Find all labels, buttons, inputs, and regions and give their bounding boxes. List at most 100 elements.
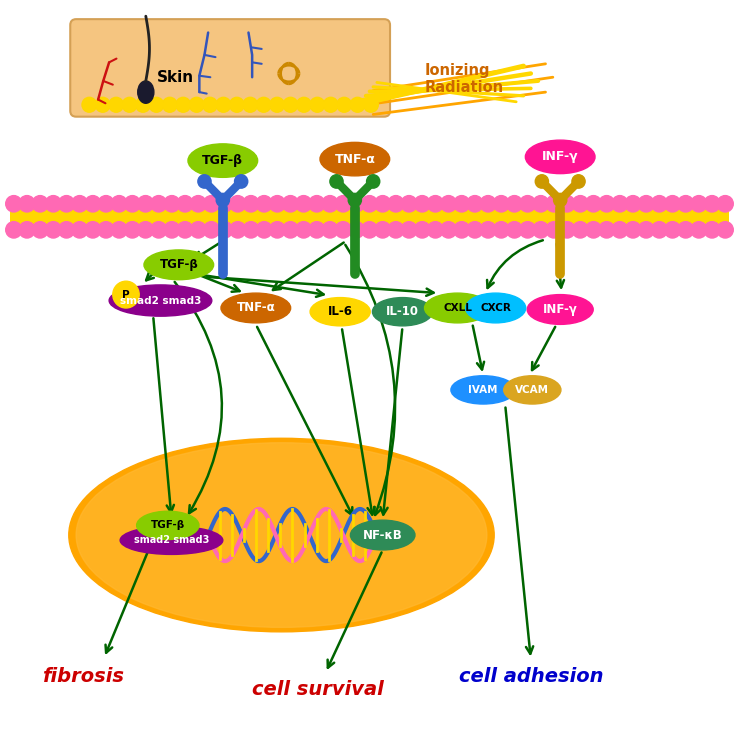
Circle shape	[691, 222, 707, 238]
Circle shape	[6, 196, 22, 212]
Circle shape	[217, 194, 229, 207]
Circle shape	[72, 196, 88, 212]
Circle shape	[454, 196, 470, 212]
Circle shape	[388, 196, 404, 212]
Circle shape	[717, 196, 733, 212]
Circle shape	[546, 222, 562, 238]
Circle shape	[364, 98, 378, 112]
Circle shape	[704, 222, 720, 238]
Circle shape	[546, 196, 562, 212]
Circle shape	[109, 98, 123, 112]
Circle shape	[401, 196, 417, 212]
Circle shape	[335, 222, 351, 238]
Circle shape	[572, 196, 588, 212]
Circle shape	[203, 222, 219, 238]
Circle shape	[361, 196, 378, 212]
Circle shape	[151, 222, 167, 238]
Text: VCAM: VCAM	[515, 385, 549, 395]
Circle shape	[520, 222, 536, 238]
Text: TGF-β: TGF-β	[151, 520, 185, 530]
Circle shape	[678, 196, 694, 212]
Text: smad2 smad3: smad2 smad3	[120, 296, 201, 305]
Circle shape	[361, 222, 378, 238]
Circle shape	[348, 194, 361, 207]
Circle shape	[19, 196, 35, 212]
Circle shape	[427, 222, 443, 238]
Circle shape	[454, 222, 470, 238]
Circle shape	[704, 196, 720, 212]
Circle shape	[533, 222, 549, 238]
Circle shape	[282, 196, 299, 212]
Circle shape	[190, 196, 206, 212]
Circle shape	[98, 196, 114, 212]
Text: cell adhesion: cell adhesion	[459, 667, 603, 686]
Circle shape	[82, 98, 97, 112]
Circle shape	[559, 196, 575, 212]
Circle shape	[176, 98, 191, 112]
Circle shape	[664, 222, 681, 238]
Circle shape	[230, 98, 244, 112]
Ellipse shape	[144, 250, 214, 280]
Circle shape	[230, 222, 246, 238]
Circle shape	[554, 194, 567, 207]
Circle shape	[375, 222, 391, 238]
Circle shape	[440, 196, 457, 212]
Circle shape	[151, 196, 167, 212]
Ellipse shape	[424, 293, 491, 323]
Ellipse shape	[372, 298, 432, 326]
Circle shape	[678, 222, 694, 238]
Circle shape	[58, 196, 75, 212]
Circle shape	[520, 196, 536, 212]
Circle shape	[535, 175, 548, 188]
Ellipse shape	[120, 526, 223, 554]
Circle shape	[122, 98, 137, 112]
Circle shape	[322, 222, 338, 238]
FancyBboxPatch shape	[10, 204, 729, 230]
Ellipse shape	[451, 376, 516, 404]
Circle shape	[137, 196, 154, 212]
Circle shape	[45, 222, 61, 238]
Text: TGF-β: TGF-β	[160, 258, 198, 272]
Text: CXLL: CXLL	[443, 303, 472, 313]
Circle shape	[414, 222, 430, 238]
Circle shape	[427, 196, 443, 212]
Text: IL-10: IL-10	[386, 305, 419, 318]
Ellipse shape	[466, 293, 525, 323]
Circle shape	[282, 222, 299, 238]
Circle shape	[388, 222, 404, 238]
Text: Skin: Skin	[157, 70, 194, 85]
Circle shape	[401, 222, 417, 238]
Ellipse shape	[188, 144, 258, 177]
Circle shape	[625, 196, 641, 212]
Circle shape	[337, 98, 352, 112]
Circle shape	[256, 222, 272, 238]
Text: IVAM: IVAM	[469, 385, 498, 395]
Circle shape	[243, 98, 258, 112]
Circle shape	[367, 175, 380, 188]
FancyBboxPatch shape	[70, 20, 390, 117]
Circle shape	[113, 281, 139, 308]
Circle shape	[95, 98, 110, 112]
Circle shape	[309, 196, 325, 212]
Text: TNF-α: TNF-α	[334, 152, 375, 166]
Circle shape	[375, 196, 391, 212]
Circle shape	[243, 222, 259, 238]
Circle shape	[217, 222, 233, 238]
Text: fibrosis: fibrosis	[42, 667, 124, 686]
Circle shape	[58, 222, 75, 238]
Ellipse shape	[137, 512, 199, 539]
Circle shape	[533, 196, 549, 212]
Text: cell survival: cell survival	[252, 680, 384, 699]
Ellipse shape	[137, 81, 154, 104]
Text: Ionizing
Radiation: Ionizing Radiation	[424, 62, 504, 95]
Circle shape	[19, 222, 35, 238]
Circle shape	[216, 98, 231, 112]
Circle shape	[269, 196, 285, 212]
Circle shape	[164, 222, 180, 238]
Circle shape	[335, 196, 351, 212]
Ellipse shape	[310, 298, 370, 326]
Circle shape	[309, 222, 325, 238]
Ellipse shape	[221, 293, 290, 323]
Circle shape	[256, 98, 271, 112]
Circle shape	[137, 222, 154, 238]
